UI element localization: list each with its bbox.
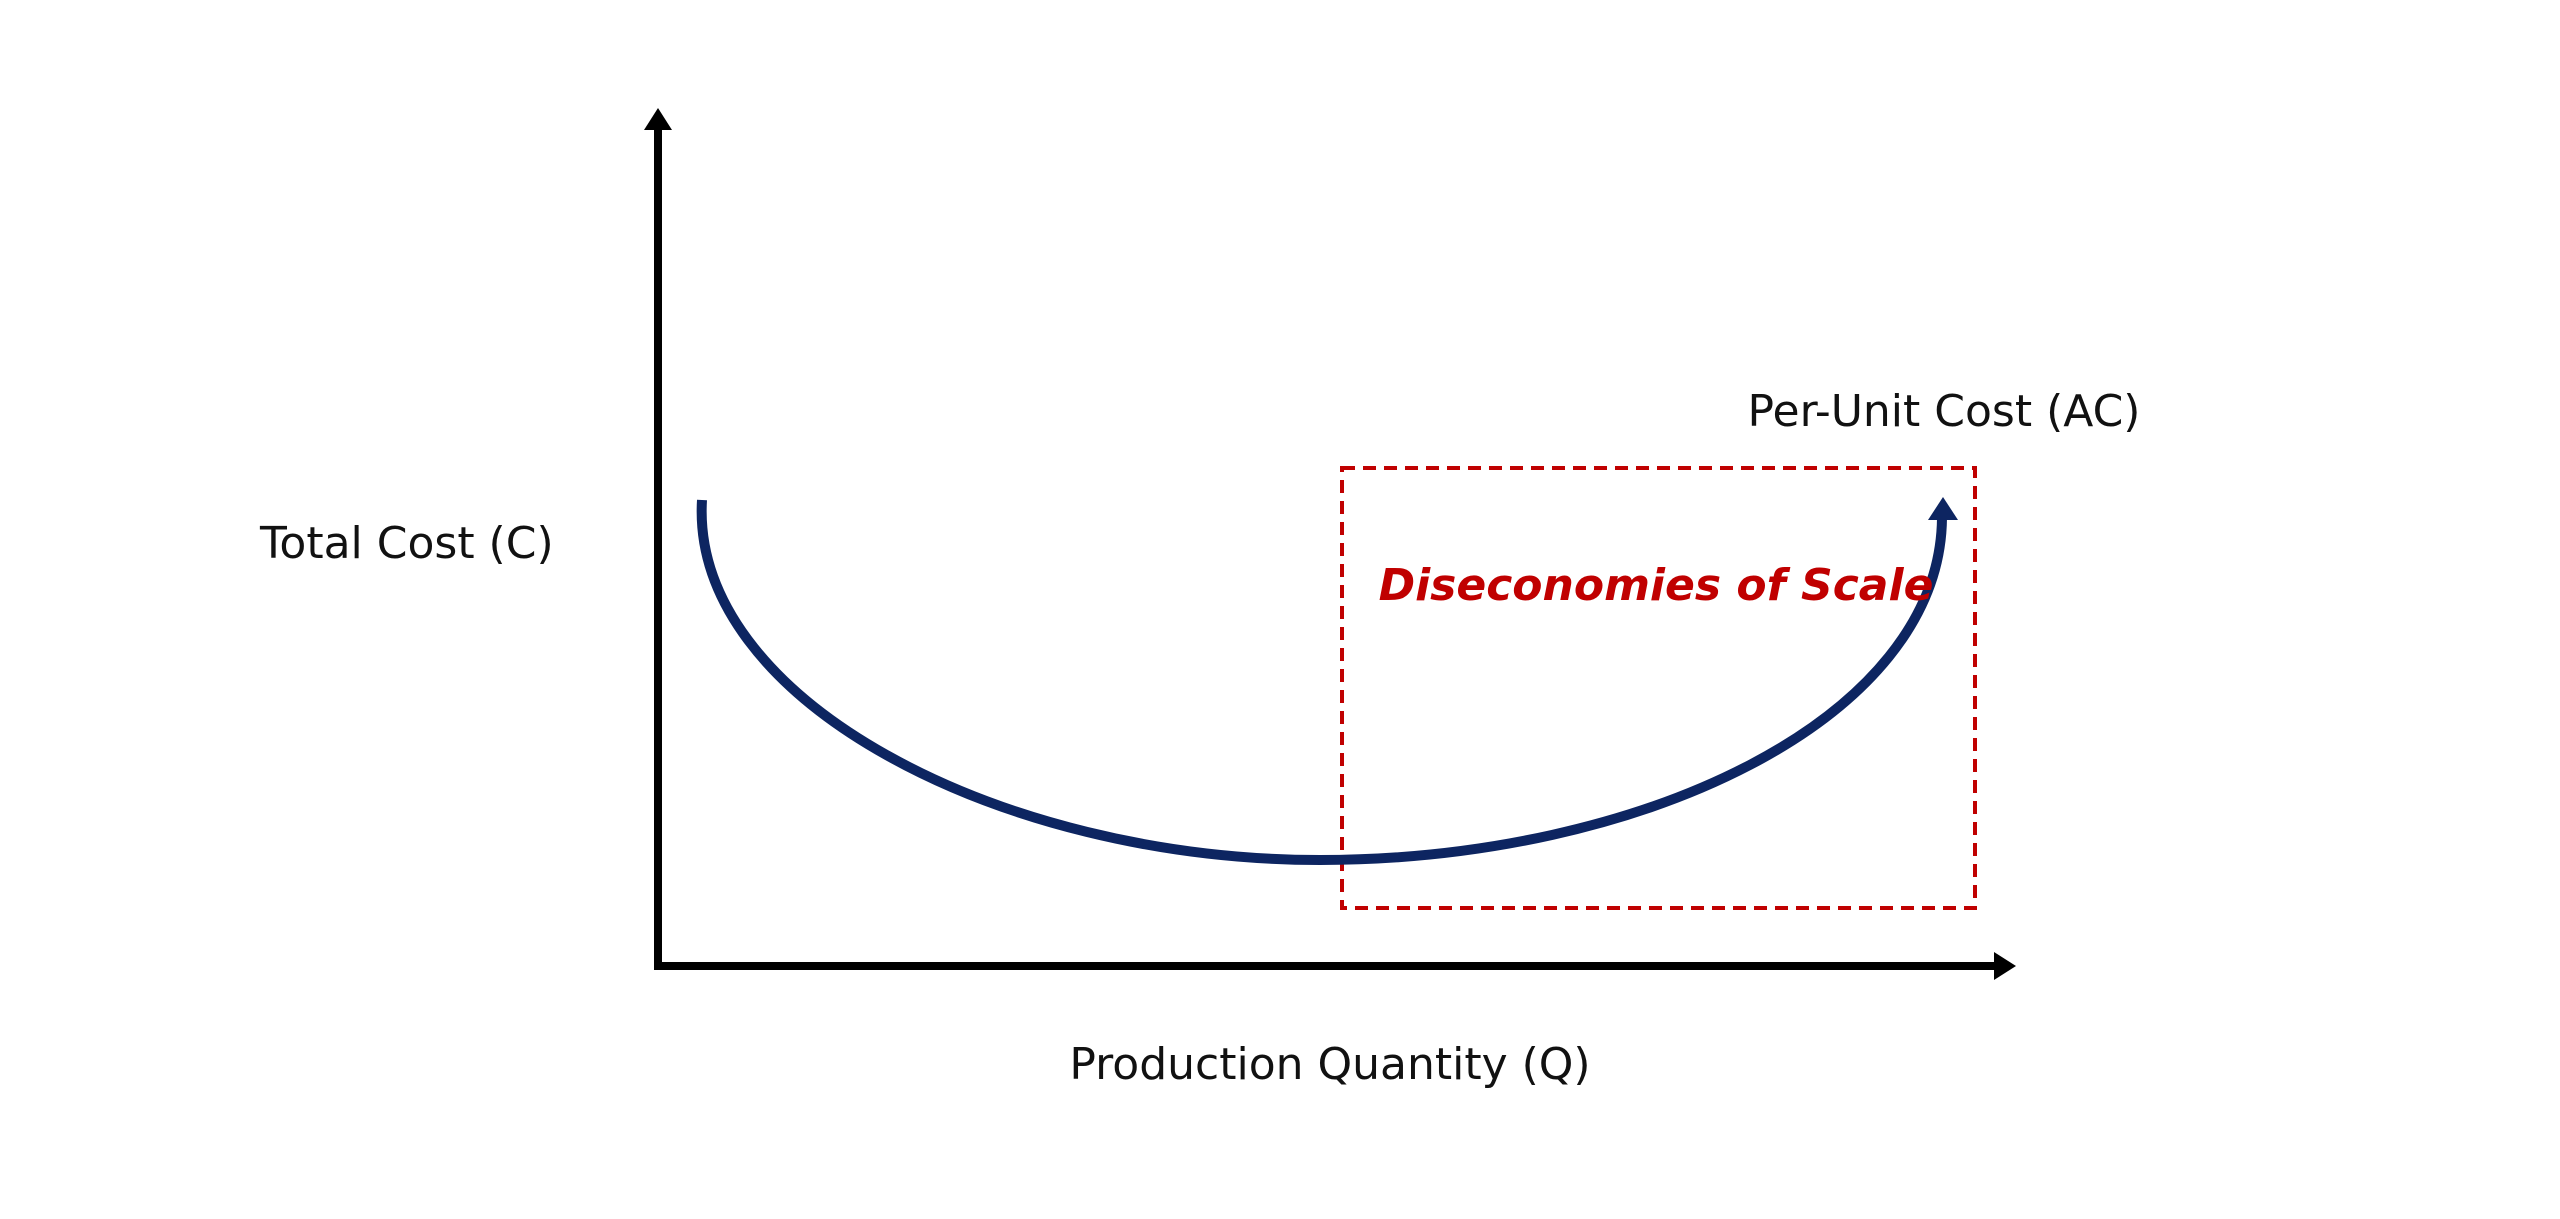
x-axis-label: Production Quantity (Q) bbox=[1069, 1039, 1590, 1090]
average-cost-curve bbox=[696, 499, 1947, 866]
diseconomies-region-box bbox=[1340, 466, 1977, 910]
x-axis bbox=[654, 952, 2016, 980]
region-label: Diseconomies of Scale bbox=[1379, 560, 1934, 611]
y-axis-arrowhead bbox=[644, 108, 672, 130]
curve-arrowhead bbox=[1928, 497, 1958, 520]
y-axis bbox=[644, 108, 672, 966]
y-axis-label: Total Cost (C) bbox=[259, 518, 554, 569]
curve-label: Per-Unit Cost (AC) bbox=[1748, 386, 2141, 437]
x-axis-arrowhead bbox=[1994, 952, 2016, 980]
